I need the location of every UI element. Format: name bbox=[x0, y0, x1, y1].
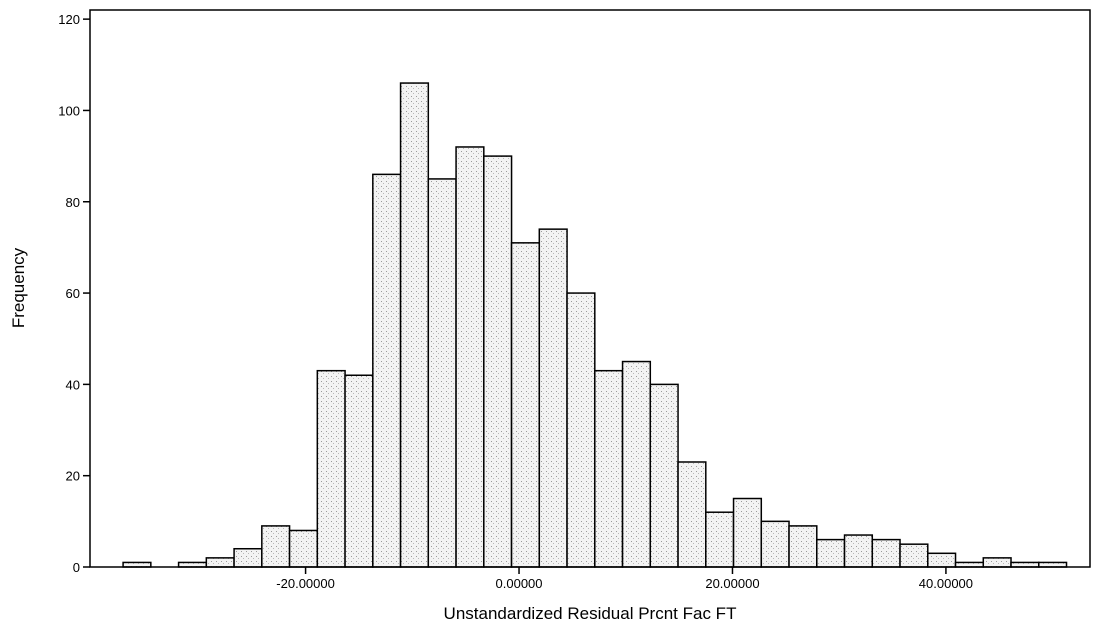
y-tick-label: 0 bbox=[73, 560, 80, 575]
histogram-bar bbox=[316, 369, 346, 568]
histogram-bar bbox=[843, 534, 874, 568]
bars-group bbox=[122, 82, 1068, 568]
histogram-bar bbox=[344, 374, 374, 568]
histogram-bar bbox=[649, 383, 679, 568]
y-axis-title: Frequency bbox=[9, 247, 28, 328]
histogram-bar bbox=[677, 461, 707, 568]
x-tick-label: 40.00000 bbox=[919, 576, 973, 591]
histogram-bar bbox=[982, 557, 1012, 568]
histogram-bar bbox=[594, 369, 624, 568]
y-tick-label: 100 bbox=[58, 103, 80, 118]
y-tick-label: 40 bbox=[66, 377, 80, 392]
histogram-bar bbox=[288, 529, 319, 568]
histogram-bar bbox=[510, 242, 541, 568]
x-axis-title: Unstandardized Residual Prcnt Fac FT bbox=[444, 604, 737, 623]
histogram-bar bbox=[816, 538, 846, 568]
y-tick-label: 20 bbox=[66, 469, 80, 484]
histogram-bar bbox=[566, 292, 596, 568]
histogram-bar bbox=[760, 520, 790, 568]
histogram-bar bbox=[538, 228, 568, 568]
histogram-bar bbox=[399, 82, 430, 568]
histogram-bar bbox=[233, 547, 263, 568]
histogram-bar bbox=[927, 552, 957, 568]
x-axis: -20.00000 0.00000 20.00000 40.00000 bbox=[276, 567, 973, 591]
histogram-bar bbox=[871, 538, 901, 568]
y-tick-label: 60 bbox=[66, 286, 80, 301]
y-tick-label: 80 bbox=[66, 195, 80, 210]
histogram-bar bbox=[455, 146, 485, 568]
histogram-bar bbox=[732, 497, 763, 568]
histogram-bar bbox=[483, 155, 513, 568]
y-axis: 0 20 40 60 80 100 120 bbox=[58, 12, 90, 575]
y-tick-label: 120 bbox=[58, 12, 80, 27]
histogram-bar bbox=[427, 178, 457, 568]
histogram-bar bbox=[205, 557, 235, 568]
histogram-bar bbox=[705, 511, 735, 568]
histogram-bar bbox=[899, 543, 929, 568]
histogram-bar bbox=[372, 173, 402, 568]
x-tick-label: -20.00000 bbox=[276, 576, 335, 591]
histogram-bar bbox=[261, 525, 291, 568]
plot-frame bbox=[89, 9, 1091, 568]
histogram-bar bbox=[788, 525, 818, 568]
x-tick-label: 0.00000 bbox=[496, 576, 543, 591]
x-tick-label: 20.00000 bbox=[705, 576, 759, 591]
histogram-bar bbox=[621, 360, 652, 568]
